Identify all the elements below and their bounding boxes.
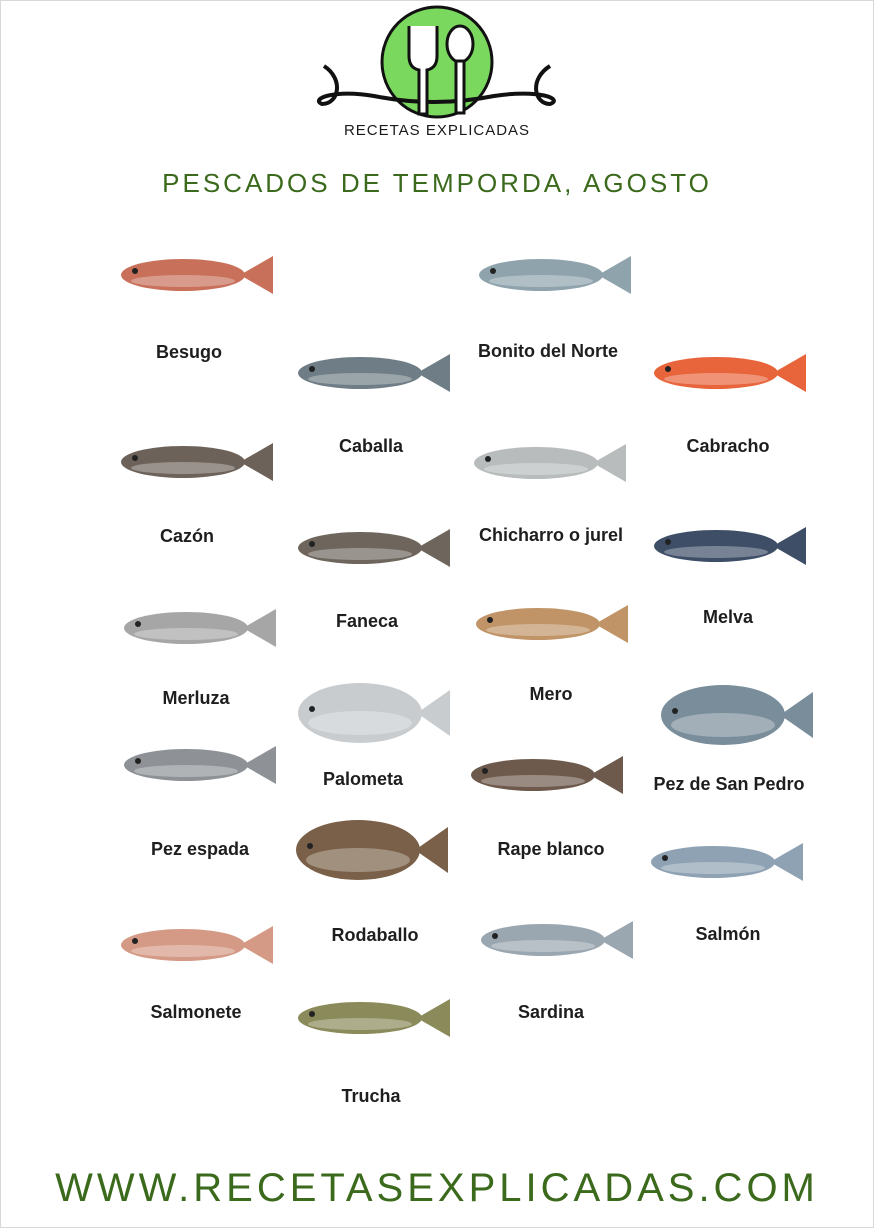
fish-image-cabracho — [654, 354, 806, 392]
fish-image-salmon — [651, 843, 803, 881]
fish-image-bonito-del-norte — [479, 256, 631, 294]
fish-label-besugo: Besugo — [155, 342, 223, 362]
website-url: WWW.RECETASEXPLICADAS.COM — [55, 1166, 819, 1210]
fish-image-pez-espada — [124, 746, 276, 784]
fish-image-chicharro-o-jurel — [474, 444, 626, 482]
fish-label-mero: Mero — [529, 684, 573, 704]
fish-label-bonito-del-norte: Bonito del Norte — [478, 341, 618, 361]
brand-name: RECETAS EXPLICADAS — [343, 122, 531, 139]
fish-label-pez-de-san-pedro: Pez de San Pedro — [653, 774, 805, 794]
fish-label-sardina: Sardina — [517, 1002, 585, 1022]
fish-label-rodaballo: Rodaballo — [331, 925, 419, 945]
fish-label-melva: Melva — [702, 607, 754, 627]
fish-label-cazon: Cazón — [160, 526, 214, 546]
fish-label-cabracho: Cabracho — [686, 436, 770, 456]
fish-image-salmonete — [121, 926, 273, 964]
logo-fork-spoon-icon — [317, 5, 556, 119]
fish-image-mero — [476, 605, 628, 643]
fish-image-rape-blanco — [471, 756, 623, 794]
fish-label-faneca: Faneca — [335, 611, 399, 631]
fish-label-salmonete: Salmonete — [150, 1002, 242, 1022]
fish-image-pez-de-san-pedro — [661, 685, 813, 745]
fish-image-besugo — [121, 256, 273, 294]
fish-image-trucha — [298, 999, 450, 1037]
fish-label-chicharro-o-jurel: Chicharro o jurel — [478, 525, 624, 545]
fish-label-rape-blanco: Rape blanco — [497, 839, 605, 859]
fish-image-merluza — [124, 609, 276, 647]
page-title: PESCADOS DE TEMPORDA, AGOSTO — [162, 168, 712, 198]
fish-label-caballa: Caballa — [338, 436, 404, 456]
fish-label-trucha: Trucha — [341, 1086, 401, 1106]
fish-image-caballa — [298, 354, 450, 392]
fish-label-merluza: Merluza — [162, 688, 230, 708]
fish-image-cazon — [121, 443, 273, 481]
fish-image-palometa — [298, 683, 450, 743]
fish-label-salmon: Salmón — [695, 924, 761, 944]
fish-label-pez-espada: Pez espada — [150, 839, 250, 859]
fish-image-faneca — [298, 529, 450, 567]
fish-label-palometa: Palometa — [322, 769, 404, 789]
fish-image-rodaballo — [296, 820, 448, 880]
fish-image-sardina — [481, 921, 633, 959]
fish-image-melva — [654, 527, 806, 565]
